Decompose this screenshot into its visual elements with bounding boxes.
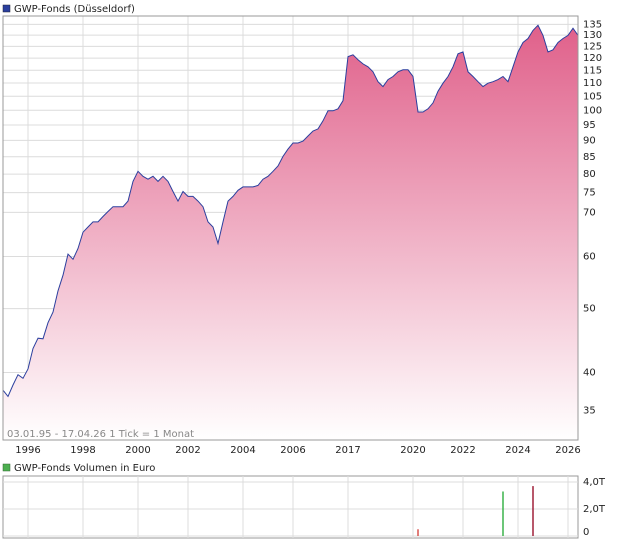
y-tick-label: 115 [583,65,602,76]
y-tick-label: 135 [583,19,602,30]
volume-bar [502,491,504,536]
volume-bar [417,529,419,536]
y-tick-label: 125 [583,41,602,52]
y-tick-label: 100 [583,105,602,116]
y-tick-label: 120 [583,53,602,64]
y-tick-label: 110 [583,78,602,89]
y-tick-label: 4,0T [583,477,606,488]
volume-bar [532,486,534,536]
legend-label: GWP-Fonds (Düsseldorf) [14,4,135,15]
y-tick-label: 90 [583,135,596,146]
legend-swatch [2,4,11,13]
y-tick-label: 0 [583,527,589,538]
x-tick-label: 2020 [400,445,425,456]
y-tick-label: 70 [583,207,596,218]
legend-swatch [2,463,11,472]
x-tick-label: 2002 [175,445,200,456]
x-tick-label: 2006 [280,445,305,456]
x-tick-label: 2000 [125,445,150,456]
y-tick-label: 95 [583,120,596,131]
x-tick-label: 2024 [505,445,530,456]
plot-border [2,15,579,441]
y-tick-label: 75 [583,188,596,199]
x-tick-label: 2026 [555,445,580,456]
x-tick-label: 2004 [230,445,255,456]
x-tick-label: 2017 [335,445,360,456]
y-tick-label: 35 [583,406,596,417]
y-tick-label: 50 [583,304,596,315]
y-tick-label: 85 [583,152,596,163]
y-tick-label: 40 [583,368,596,379]
x-tick-label: 2022 [450,445,475,456]
legend-label: GWP-Fonds Volumen in Euro [14,463,155,474]
area-fill [3,25,578,440]
annotation: 03.01.95 - 17.04.26 1 Tick = 1 Monat [7,429,194,440]
y-tick-label: 105 [583,91,602,102]
y-tick-label: 2,0T [583,504,606,515]
y-tick-label: 60 [583,251,596,262]
plot-frame [2,475,579,539]
price-line [2,24,579,398]
y-tick-label: 80 [583,169,596,180]
x-tick-label: 1998 [70,445,95,456]
y-tick-label: 130 [583,30,602,41]
x-tick-label: 1996 [15,445,40,456]
